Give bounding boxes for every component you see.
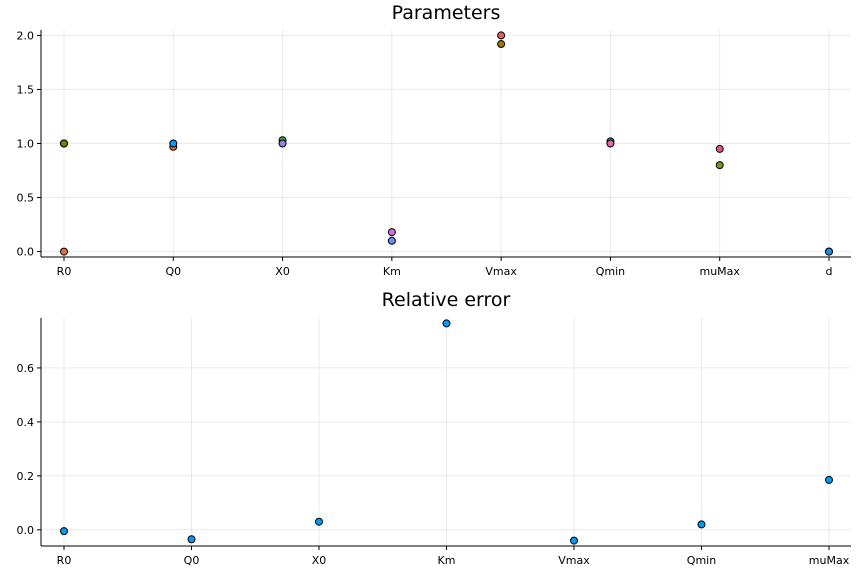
parameters-x-ticks: R0 Q0 X0 Km Vmax Qmin muMax d [57,257,833,278]
parameters-point-km [387,228,396,237]
parameters-y-tick-label: 0.5 [17,192,35,205]
relative-error-title: Relative error [382,289,511,311]
relative-error-x-tick-label-qmin: Qmin [687,554,716,567]
parameters-point-mumax [715,144,724,153]
relative-error-y-tick-label: 0.6 [17,362,35,375]
parameters-point-r0 [60,247,68,256]
parameters-point-x0 [278,139,287,148]
parameters-point-vmax [497,40,506,49]
parameters-x-tick-label-vmax: Vmax [485,265,517,278]
parameters-point-d [825,247,833,256]
parameters-y-tick-label: 1.5 [17,83,35,96]
parameters-y-tick-label: 2.0 [17,29,35,42]
relative-error-x-tick-label-q0: Q0 [184,554,200,567]
parameters-x-tick-label-r0: R0 [57,265,72,278]
parameters-panel: Parameters 0.0 0.5 1.0 1.5 2.0 R0 Q0 X0 Km Vmax Q… [17,2,851,278]
relative-error-panel: Relative error 0.0 0.2 0.4 0.6 R0 Q0 X0 Km Vmax… [17,289,851,567]
relative-error-x-ticks: R0 Q0 X0 Km Vmax Qmin muMax [57,546,850,567]
parameters-point-qmin [606,139,615,148]
parameters-x-tick-label-mumax: muMax [699,265,740,278]
parameters-x-tick-label-km: Km [383,265,401,278]
relative-error-point-mumax [825,475,833,484]
relative-error-y-ticks: 0.0 0.2 0.4 0.6 [17,362,41,537]
parameters-x-tick-label-q0: Q0 [165,265,181,278]
parameters-y-ticks: 0.0 0.5 1.0 1.5 2.0 [17,29,41,259]
relative-error-y-tick-label: 0.4 [17,416,35,429]
relative-error-x-tick-label-x0: X0 [312,554,327,567]
parameters-point-mumax [715,161,724,170]
parameters-y-tick-label: 1.0 [17,138,35,151]
relative-error-point-km [442,319,451,328]
relative-error-x-tick-label-vmax: Vmax [558,554,590,567]
parameters-grid [41,30,851,257]
relative-error-x-tick-label-r0: R0 [57,554,72,567]
relative-error-point-vmax [570,536,578,545]
relative-error-point-qmin [697,520,706,529]
parameters-point-q0 [169,139,178,148]
relative-error-y-tick-label: 0.2 [17,470,35,483]
parameters-point-km [387,236,396,245]
relative-error-x-tick-label-mumax: muMax [809,554,850,567]
relative-error-point-x0 [315,517,323,526]
parameters-x-tick-label-qmin: Qmin [596,265,625,278]
relative-error-x-tick-label-km: Km [438,554,456,567]
relative-error-y-tick-label: 0.0 [17,524,35,537]
parameters-y-tick-label: 0.0 [17,246,35,259]
parameters-title: Parameters [392,2,501,24]
relative-error-point-r0 [60,527,68,536]
parameters-point-vmax [497,31,506,40]
relative-error-point-q0 [187,535,196,544]
parameters-x-tick-label-x0: X0 [275,265,290,278]
parameters-x-tick-label-d: d [826,265,833,278]
relative-error-grid [41,318,851,546]
parameters-point-r0 [60,139,68,148]
relative-error-points [60,319,833,545]
parameters-points [60,31,833,256]
